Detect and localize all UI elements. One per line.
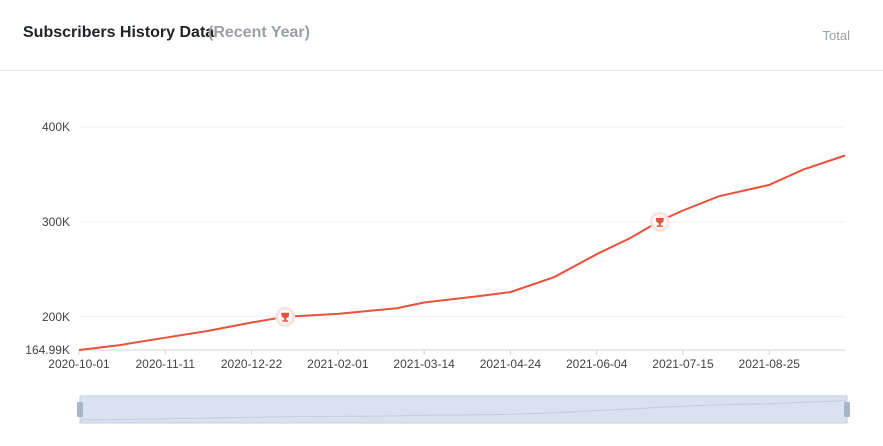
card-header: Subscribers History Data (Recent Year) T… xyxy=(0,0,883,71)
card-title: Subscribers History Data xyxy=(23,24,215,41)
y-axis-ticks: 164.99K 200K 300K 400K xyxy=(25,120,70,357)
grid-lines xyxy=(78,126,845,355)
x-tick-label: 2021-04-24 xyxy=(480,357,542,371)
x-tick-label: 2020-11-11 xyxy=(135,357,195,371)
y-tick-label: 300K xyxy=(42,215,70,229)
range-slider[interactable] xyxy=(77,395,850,424)
x-tick-label: 2021-02-01 xyxy=(307,357,369,371)
milestone-markers xyxy=(275,211,670,327)
y-tick-label: 164.99K xyxy=(25,343,70,357)
x-tick-label: 2021-03-14 xyxy=(393,357,455,371)
x-tick-label: 2020-12-22 xyxy=(221,357,283,371)
range-slider-left-handle[interactable] xyxy=(77,402,83,417)
trophy-icon xyxy=(649,211,670,232)
range-slider-preview-line xyxy=(79,400,847,421)
range-slider-right-handle[interactable] xyxy=(844,402,850,417)
x-tick-label: 2021-07-15 xyxy=(652,357,714,371)
y-tick-label: 200K xyxy=(42,310,70,324)
card-subtitle: (Recent Year) xyxy=(208,24,310,41)
total-toggle[interactable]: Total xyxy=(822,28,850,43)
subscribers-series-line xyxy=(78,154,846,351)
x-tick-label: 2021-08-25 xyxy=(739,357,801,371)
trophy-icon xyxy=(275,306,296,327)
x-tick-label: 2021-06-04 xyxy=(566,357,628,371)
x-tick-label: 2020-10-01 xyxy=(48,357,110,371)
x-axis-ticks: 2020-10-01 2020-11-11 2020-12-22 2021-02-01… xyxy=(48,357,800,371)
y-tick-label: 400K xyxy=(42,120,70,134)
range-slider-track[interactable] xyxy=(79,395,848,424)
